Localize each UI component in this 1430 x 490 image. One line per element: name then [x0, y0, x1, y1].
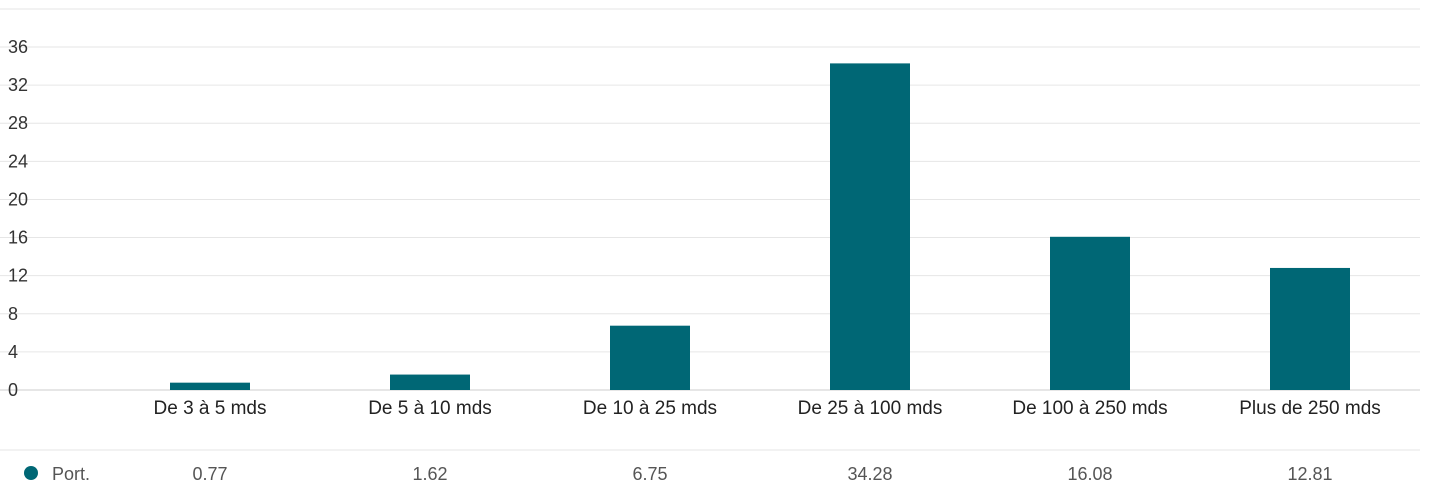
y-tick-label: 8	[8, 304, 18, 324]
y-tick-label: 4	[8, 342, 18, 362]
y-tick-label: 12	[8, 266, 28, 286]
x-axis-labels: De 3 à 5 mds De 5 à 10 mds De 10 à 25 mds D…	[154, 398, 1381, 419]
table-value: 6.75	[632, 464, 667, 484]
y-tick-label: 20	[8, 189, 28, 209]
table-value: 16.08	[1067, 464, 1112, 484]
x-tick-label: Plus de 250 mds	[1239, 398, 1381, 419]
legend-marker-icon	[24, 466, 38, 480]
bars	[170, 63, 1350, 390]
bar	[1270, 267, 1350, 390]
y-tick-label: 0	[8, 380, 18, 400]
bar	[390, 374, 470, 390]
table-value: 0.77	[192, 464, 227, 484]
table-value: 1.62	[412, 464, 447, 484]
bar	[830, 63, 910, 390]
y-axis-ticks: 0 4 8 12 16 20 24 28 32 36	[8, 37, 28, 400]
table-value: 34.28	[847, 464, 892, 484]
bar	[610, 325, 690, 390]
y-tick-label: 32	[8, 75, 28, 95]
table-value: 12.81	[1287, 464, 1332, 484]
gridlines	[0, 46, 1420, 391]
x-tick-label: De 10 à 25 mds	[583, 398, 717, 419]
y-tick-label: 24	[8, 151, 28, 171]
bar	[170, 382, 250, 390]
x-tick-label: De 25 à 100 mds	[798, 398, 943, 419]
y-tick-label: 16	[8, 228, 28, 248]
legend-series-name: Port.	[52, 464, 90, 484]
y-tick-label: 36	[8, 37, 28, 57]
data-table: 0.77 1.62 6.75 34.28 16.08 12.81 Port.	[24, 464, 1333, 484]
x-tick-label: De 3 à 5 mds	[154, 398, 267, 419]
bar	[1050, 236, 1130, 390]
x-tick-label: De 5 à 10 mds	[368, 398, 492, 419]
x-tick-label: De 100 à 250 mds	[1012, 398, 1167, 419]
y-tick-label: 28	[8, 113, 28, 133]
